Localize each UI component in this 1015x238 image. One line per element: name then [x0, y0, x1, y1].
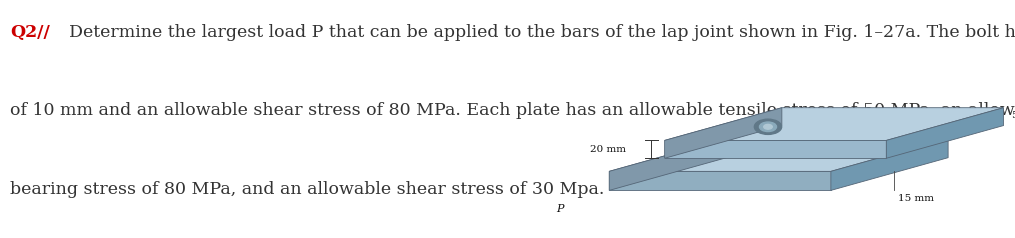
Circle shape — [754, 119, 782, 134]
Text: bearing stress of 80 MPa, and an allowable shear stress of 30 Mpa.: bearing stress of 80 MPa, and an allowab… — [10, 181, 605, 198]
Text: Q2//: Q2// — [10, 24, 50, 41]
Polygon shape — [665, 140, 886, 158]
Polygon shape — [831, 139, 948, 190]
Polygon shape — [886, 108, 1004, 158]
Polygon shape — [609, 139, 948, 171]
Text: 15 mm: 15 mm — [898, 194, 934, 203]
Circle shape — [759, 122, 776, 132]
Circle shape — [763, 124, 772, 129]
Polygon shape — [609, 139, 727, 190]
Text: 20 mm: 20 mm — [590, 145, 626, 154]
Text: P: P — [556, 204, 563, 214]
Polygon shape — [665, 108, 782, 158]
Polygon shape — [665, 108, 1004, 140]
Text: of 10 mm and an allowable shear stress of 80 MPa. Each plate has an allowable te: of 10 mm and an allowable shear stress o… — [10, 102, 1015, 119]
Polygon shape — [609, 171, 831, 190]
Text: 50 mm: 50 mm — [1012, 111, 1015, 120]
Text: Determine the largest load P that can be applied to the bars of the lap joint sh: Determine the largest load P that can be… — [69, 24, 1015, 41]
